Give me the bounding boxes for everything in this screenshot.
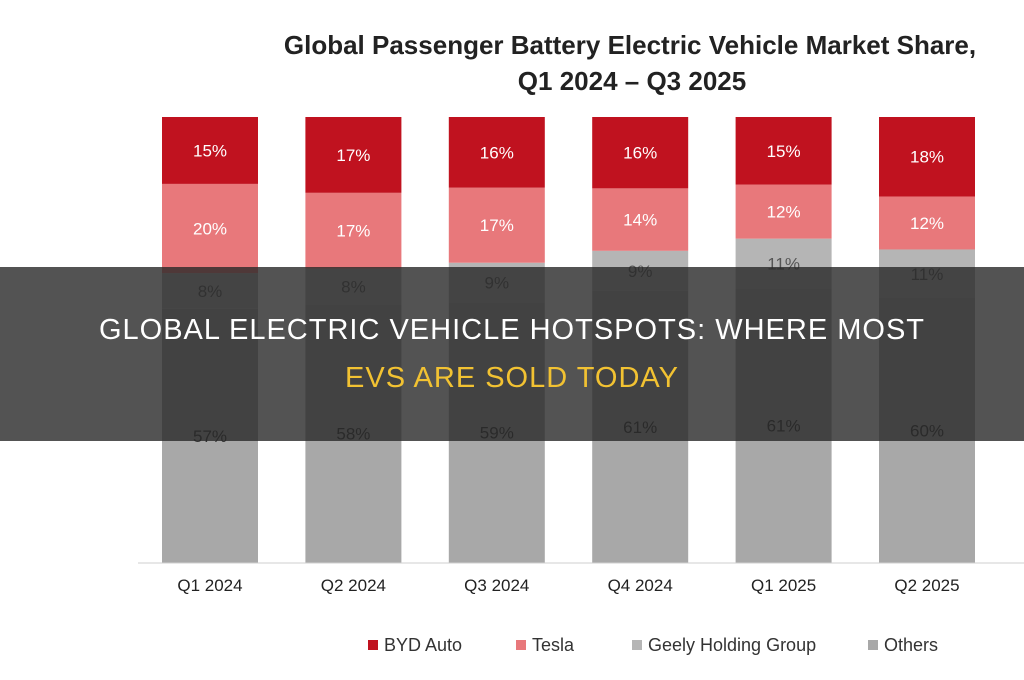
bar-tesla-q2-2024 [305, 192, 402, 269]
bar-tesla-q2-2025 [879, 196, 975, 250]
bar-byd-auto-q1-2024 [162, 117, 258, 184]
x-tick-q2-2025: Q2 2025 [894, 576, 959, 595]
x-tick-q4-2024: Q4 2024 [608, 576, 673, 595]
x-tick-q3-2024: Q3 2024 [464, 576, 529, 595]
legend-label-others: Others [884, 635, 938, 655]
x-tick-q1-2025: Q1 2025 [751, 576, 816, 595]
legend-swatch-tesla [516, 640, 526, 650]
data-label-byd-auto-q4-2024: 16% [623, 144, 657, 163]
x-tick-q2-2024: Q2 2024 [321, 576, 386, 595]
data-label-byd-auto-q2-2024: 17% [336, 146, 370, 165]
bar-byd-auto-q2-2025 [879, 117, 975, 197]
article-title-line2: EVs Are Sold Today [345, 362, 679, 394]
bar-tesla-q1-2025 [735, 184, 832, 239]
data-label-tesla-q3-2024: 17% [480, 216, 514, 235]
bar-byd-auto-q4-2024 [592, 117, 689, 189]
article-title-line1: Global Electric Vehicle Hotspots: Where … [98, 314, 926, 346]
legend-swatch-byd-auto [368, 640, 378, 650]
legend: BYD Auto Tesla Geely Holding Group Others [368, 635, 938, 655]
bar-tesla-q1-2024 [162, 183, 258, 274]
data-label-tesla-q1-2024: 20% [193, 220, 227, 239]
bar-byd-auto-q1-2025 [735, 117, 832, 185]
legend-swatch-others [868, 640, 878, 650]
data-label-tesla-q1-2025: 12% [767, 203, 801, 222]
data-label-tesla-q2-2024: 17% [336, 222, 370, 241]
data-label-tesla-q2-2025: 12% [910, 214, 944, 233]
legend-label-geely-holding-group: Geely Holding Group [648, 635, 816, 655]
bar-tesla-q4-2024 [592, 188, 689, 251]
chart-title-line1: Global Passenger Battery Electric Vehicl… [284, 30, 976, 60]
x-tick-q1-2024: Q1 2024 [177, 576, 242, 595]
bar-byd-auto-q2-2024 [305, 117, 402, 193]
data-label-byd-auto-q3-2024: 16% [480, 143, 514, 162]
legend-label-tesla: Tesla [532, 635, 575, 655]
data-label-byd-auto-q2-2025: 18% [910, 148, 944, 167]
data-label-byd-auto-q1-2025: 15% [767, 142, 801, 161]
chart-title-line2: Q1 2024 – Q3 2025 [518, 66, 746, 96]
bar-tesla-q3-2024 [448, 187, 545, 263]
article-title-banner: Global Electric Vehicle Hotspots: Where … [0, 267, 1024, 441]
bar-byd-auto-q3-2024 [448, 117, 545, 188]
x-tick-labels: Q1 2024 Q2 2024 Q3 2024 Q4 2024 Q1 2025 Q2 20… [177, 576, 959, 595]
legend-label-byd-auto: BYD Auto [384, 635, 462, 655]
data-label-tesla-q4-2024: 14% [623, 211, 657, 230]
legend-swatch-geely-holding-group [632, 640, 642, 650]
data-label-byd-auto-q1-2024: 15% [193, 141, 227, 160]
